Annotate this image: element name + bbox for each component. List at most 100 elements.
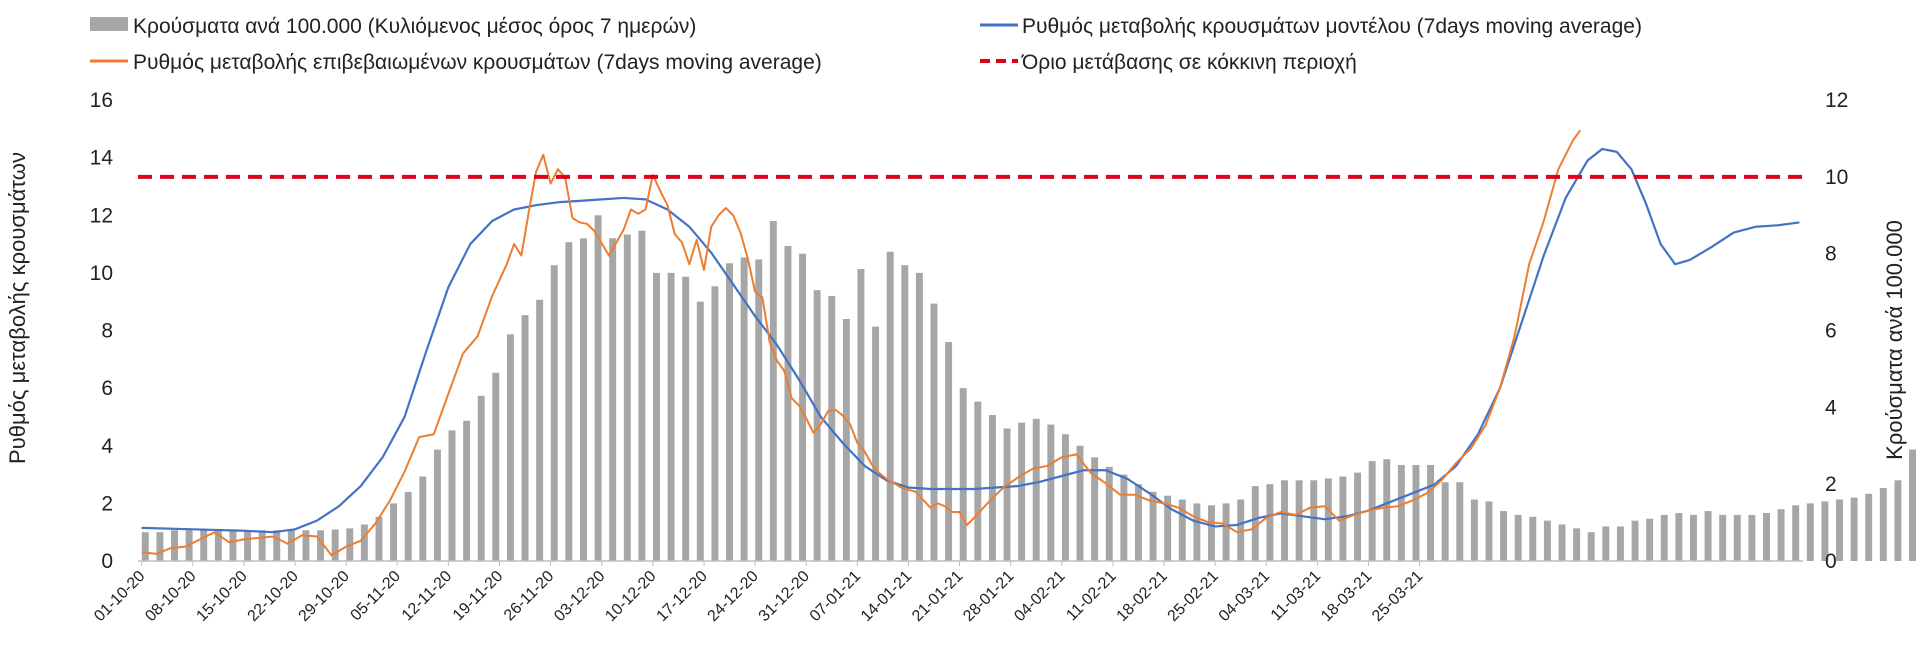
- y-tick-left-label: 10: [90, 262, 113, 285]
- bar: [1748, 514, 1756, 561]
- bar: [842, 318, 850, 561]
- bar: [667, 272, 675, 562]
- y-tick-left-label: 2: [101, 492, 113, 515]
- bar: [872, 326, 880, 561]
- bar: [1836, 499, 1843, 561]
- bar: [1719, 514, 1727, 561]
- bar: [813, 290, 821, 561]
- bar: [1091, 457, 1099, 561]
- legend: Κρούσματα ανά 100.000 (Κυλιόμενος μέσος …: [90, 15, 1642, 74]
- bar: [287, 530, 295, 561]
- bar: [258, 530, 266, 561]
- bar: [1689, 514, 1697, 561]
- bar: [1763, 512, 1770, 561]
- bar: [1543, 520, 1551, 561]
- bar: [784, 245, 792, 562]
- bar: [1500, 511, 1508, 561]
- bar: [1777, 509, 1785, 561]
- bar: [653, 272, 660, 562]
- bar: [711, 286, 719, 561]
- bar: [1047, 424, 1055, 561]
- confirmed-line: [141, 129, 1582, 557]
- bar: [448, 430, 456, 561]
- bar: [1441, 482, 1449, 561]
- bar: [769, 221, 777, 561]
- bar: [1354, 472, 1362, 561]
- bar: [1850, 497, 1858, 561]
- line-series: [138, 129, 1803, 557]
- bar: [390, 503, 398, 562]
- bar: [901, 265, 909, 561]
- y-tick-left-label: 12: [90, 204, 113, 227]
- bar: [1397, 464, 1405, 561]
- bar: [375, 516, 383, 561]
- bar: [1485, 501, 1493, 561]
- bar: [506, 334, 514, 561]
- y-axis-right-ticks: 0 2 4 6 8 10 12: [1825, 89, 1848, 573]
- bar: [1251, 486, 1259, 561]
- y-axis-left-ticks: 0 2 4 6 8 10 12 14 16: [90, 89, 114, 573]
- bar: [579, 238, 587, 562]
- bar: [1281, 480, 1288, 561]
- bar: [1909, 449, 1917, 561]
- bar: [302, 530, 310, 561]
- y-tick-right-label: 6: [1825, 320, 1837, 343]
- bar: [1704, 511, 1712, 561]
- bar: [1660, 514, 1668, 561]
- bar: [463, 420, 471, 561]
- bar: [244, 530, 252, 561]
- bar: [857, 269, 865, 561]
- bar: [740, 257, 748, 561]
- bar: [492, 372, 500, 561]
- y-tick-right-label: 2: [1825, 473, 1837, 496]
- bar: [1427, 464, 1435, 561]
- y-tick-left-label: 8: [101, 320, 113, 343]
- bar: [915, 272, 923, 562]
- bar: [945, 342, 953, 561]
- bar: [1646, 518, 1654, 561]
- bar: [1456, 482, 1464, 561]
- bar: [1529, 516, 1537, 561]
- legend-item-threshold: Όριο μετάβασης σε κόκκινη περιοχή: [980, 51, 1357, 74]
- bar: [726, 263, 733, 561]
- bar: [1792, 505, 1800, 561]
- y-axis-left-title: Ρυθμός μεταβολής κρουσμάτων: [5, 152, 30, 464]
- bar: [317, 530, 325, 561]
- y-tick-right-label: 8: [1825, 243, 1837, 266]
- bar: [1631, 520, 1639, 561]
- bar: [609, 238, 617, 562]
- y-tick-left-label: 14: [90, 147, 114, 170]
- bar: [200, 530, 208, 561]
- y-tick-right-label: 4: [1825, 396, 1837, 419]
- bar: [550, 265, 558, 561]
- bar: [156, 532, 164, 561]
- legend-label-threshold: Όριο μετάβασης σε κόκκινη περιοχή: [1021, 51, 1357, 74]
- y-tick-right-label: 10: [1825, 166, 1848, 189]
- y-tick-left-label: 6: [101, 377, 113, 400]
- bar: [419, 476, 427, 561]
- y-axis-right-title: Κρούσματα ανά 100.000: [1882, 220, 1907, 460]
- bar: [214, 530, 222, 561]
- bar: [565, 242, 573, 561]
- bar: [1164, 495, 1172, 561]
- bar: [1266, 484, 1274, 561]
- bar: [1514, 514, 1522, 561]
- bar: [1573, 528, 1581, 561]
- bar: [521, 315, 529, 561]
- bar: [229, 530, 237, 561]
- bar: [1865, 493, 1873, 561]
- bar: [1018, 422, 1026, 561]
- bar: [1061, 434, 1069, 561]
- y-tick-right-label: 12: [1825, 89, 1848, 112]
- bar: [1120, 474, 1128, 561]
- bar: [1806, 503, 1814, 562]
- bar: [755, 259, 763, 561]
- bar: [1208, 505, 1215, 561]
- bar: [141, 532, 149, 561]
- bar: [1602, 526, 1610, 561]
- bar: [886, 251, 894, 561]
- bar: [594, 215, 602, 561]
- bar: [974, 401, 982, 561]
- legend-label-confirmed: Ρυθμός μεταβολής επιβεβαιωμένων κρουσμάτ…: [133, 51, 822, 74]
